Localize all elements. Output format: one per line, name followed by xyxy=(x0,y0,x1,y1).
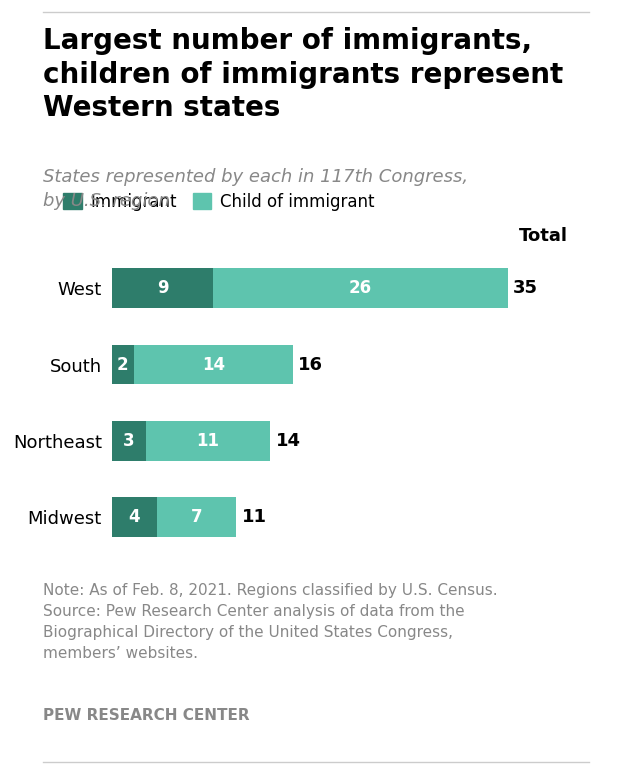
Text: 9: 9 xyxy=(157,279,168,297)
Bar xyxy=(112,268,213,308)
Text: 11: 11 xyxy=(197,432,219,450)
Text: PEW RESEARCH CENTER: PEW RESEARCH CENTER xyxy=(43,708,250,723)
Bar xyxy=(112,421,146,461)
Text: Largest number of immigrants,
children of immigrants represent
Western states: Largest number of immigrants, children o… xyxy=(43,27,564,122)
Text: Total: Total xyxy=(519,227,568,245)
Legend: Immigrant, Child of immigrant: Immigrant, Child of immigrant xyxy=(56,186,381,217)
Bar xyxy=(134,345,293,385)
Text: States represented by each in 117th Congress,
by U.S. region: States represented by each in 117th Cong… xyxy=(43,168,469,210)
Text: 3: 3 xyxy=(123,432,135,450)
Bar xyxy=(112,345,134,385)
Bar xyxy=(213,268,508,308)
Text: 14: 14 xyxy=(202,356,225,374)
Text: 7: 7 xyxy=(190,508,202,526)
Text: 14: 14 xyxy=(276,432,301,450)
Text: 2: 2 xyxy=(117,356,129,374)
Text: 11: 11 xyxy=(242,508,267,526)
Text: 16: 16 xyxy=(298,356,323,374)
Text: Note: As of Feb. 8, 2021. Regions classified by U.S. Census.
Source: Pew Researc: Note: As of Feb. 8, 2021. Regions classi… xyxy=(43,583,498,661)
Bar xyxy=(157,497,236,537)
Text: 26: 26 xyxy=(349,279,372,297)
Text: 4: 4 xyxy=(128,508,140,526)
Bar xyxy=(146,421,270,461)
Bar xyxy=(112,497,157,537)
Text: 35: 35 xyxy=(513,279,538,297)
